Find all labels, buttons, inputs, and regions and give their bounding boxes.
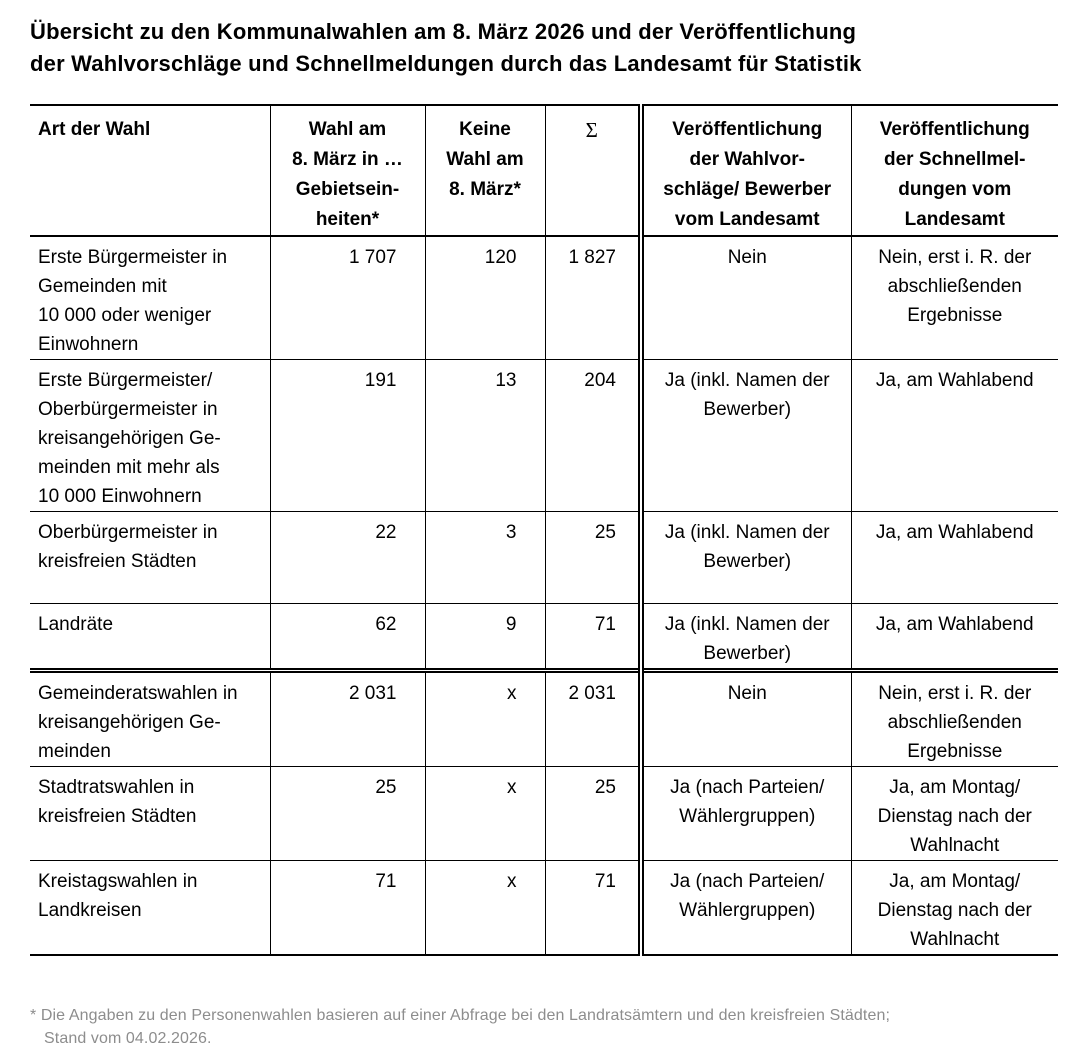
keine-wahl-cell: 9 (424, 603, 546, 673)
election-type-cell: Gemeinderatswahlen in kreisangehörigen G… (30, 670, 271, 767)
keine-wahl-cell: x (424, 860, 546, 956)
elections-overview-table: Art der Wahl Wahl am 8. März in … Gebiet… (30, 104, 1058, 956)
summe-cell: 25 (544, 511, 642, 604)
table-row-erste-buergermeister-kleine-gemeinden: Erste Bürgermeister in Gemeinden mit 10 … (30, 235, 1058, 360)
wahl-am-cell: 71 (269, 860, 426, 956)
wahlvorschlaege-cell: Ja (nach Parteien/ Wählergruppen) (638, 766, 852, 861)
wahl-am-cell: 2 031 (269, 670, 426, 767)
wahlvorschlaege-cell: Ja (nach Parteien/ Wählergruppen) (638, 860, 852, 956)
wahl-am-cell: 22 (269, 511, 426, 604)
table-row-oberbuergermeister-kreisfreie-staedte: Oberbürgermeister in kreisfreien Städten… (30, 511, 1058, 604)
wahl-am-cell: 62 (269, 603, 426, 673)
table-row-kreistagswahlen: Kreistagswahlen in Landkreisen 71 x 71 J… (30, 860, 1058, 956)
wahlvorschlaege-cell: Ja (inkl. Namen der Bewerber) (638, 359, 852, 512)
page-title: Übersicht zu den Kommunalwahlen am 8. Mä… (30, 19, 862, 76)
col-header-art-der-wahl: Art der Wahl (30, 104, 271, 237)
wahlvorschlaege-cell: Ja (inkl. Namen der Bewerber) (638, 511, 852, 604)
schnellmeldungen-cell: Ja, am Wahlabend (850, 511, 1058, 604)
schnellmeldungen-cell: Nein, erst i. R. der abschließenden Erge… (850, 670, 1058, 767)
wahl-am-cell: 191 (269, 359, 426, 512)
table-row-stadtratswahlen: Stadtratswahlen in kreisfreien Städten 2… (30, 766, 1058, 861)
keine-wahl-cell: 13 (424, 359, 546, 512)
col-header-veroeffentlichung-wahlvorschlaege: Veröffentlichung der Wahlvor- schläge/ B… (638, 104, 852, 237)
schnellmeldungen-cell: Ja, am Wahlabend (850, 603, 1058, 673)
keine-wahl-cell: x (424, 670, 546, 767)
summe-cell: 1 827 (544, 235, 642, 360)
schnellmeldungen-cell: Ja, am Montag/ Dienstag nach der Wahlnac… (850, 860, 1058, 956)
keine-wahl-cell: 3 (424, 511, 546, 604)
table-row-landraete: Landräte 62 9 71 Ja (inkl. Namen der Bew… (30, 603, 1058, 673)
wahlvorschlaege-cell: Nein (638, 670, 852, 767)
summe-cell: 25 (544, 766, 642, 861)
col-header-veroeffentlichung-schnellmeldungen: Veröffentlichung der Schnellmel- dungen … (850, 104, 1058, 237)
keine-wahl-cell: 120 (424, 235, 546, 360)
summe-cell: 2 031 (544, 670, 642, 767)
election-type-cell: Stadtratswahlen in kreisfreien Städten (30, 766, 271, 861)
election-type-cell: Erste Bürgermeister/ Oberbürgermeister i… (30, 359, 271, 512)
election-type-cell: Oberbürgermeister in kreisfreien Städten (30, 511, 271, 604)
footnote-line-2: Stand vom 04.02.2026. (44, 1030, 212, 1047)
summe-cell: 71 (544, 860, 642, 956)
election-type-cell: Kreistagswahlen in Landkreisen (30, 860, 271, 956)
summe-cell: 204 (544, 359, 642, 512)
election-type-cell: Landräte (30, 603, 271, 673)
footnote-line-1: * Die Angaben zu den Personenwahlen basi… (30, 1007, 890, 1024)
keine-wahl-cell: x (424, 766, 546, 861)
table-row-gemeinderatswahlen: Gemeinderatswahlen in kreisangehörigen G… (30, 670, 1058, 767)
summe-cell: 71 (544, 603, 642, 673)
col-header-keine-wahl: Keine Wahl am 8. März* (424, 104, 546, 237)
header-row: Art der Wahl Wahl am 8. März in … Gebiet… (30, 104, 1058, 237)
footnote: * Die Angaben zu den Personenwahlen basi… (30, 1004, 1062, 1050)
schnellmeldungen-cell: Ja, am Montag/ Dienstag nach der Wahlnac… (850, 766, 1058, 861)
schnellmeldungen-cell: Ja, am Wahlabend (850, 359, 1058, 512)
col-header-sigma-sum: Σ (544, 104, 642, 237)
election-type-cell: Erste Bürgermeister in Gemeinden mit 10 … (30, 235, 271, 360)
wahlvorschlaege-cell: Ja (inkl. Namen der Bewerber) (638, 603, 852, 673)
wahl-am-cell: 1 707 (269, 235, 426, 360)
wahlvorschlaege-cell: Nein (638, 235, 852, 360)
wahl-am-cell: 25 (269, 766, 426, 861)
col-header-wahl-am-8-maerz: Wahl am 8. März in … Gebietsein- heiten* (269, 104, 426, 237)
schnellmeldungen-cell: Nein, erst i. R. der abschließenden Erge… (850, 235, 1058, 360)
table-row-erste-oberbuergermeister-grosse-gemeinden: Erste Bürgermeister/ Oberbürgermeister i… (30, 359, 1058, 512)
